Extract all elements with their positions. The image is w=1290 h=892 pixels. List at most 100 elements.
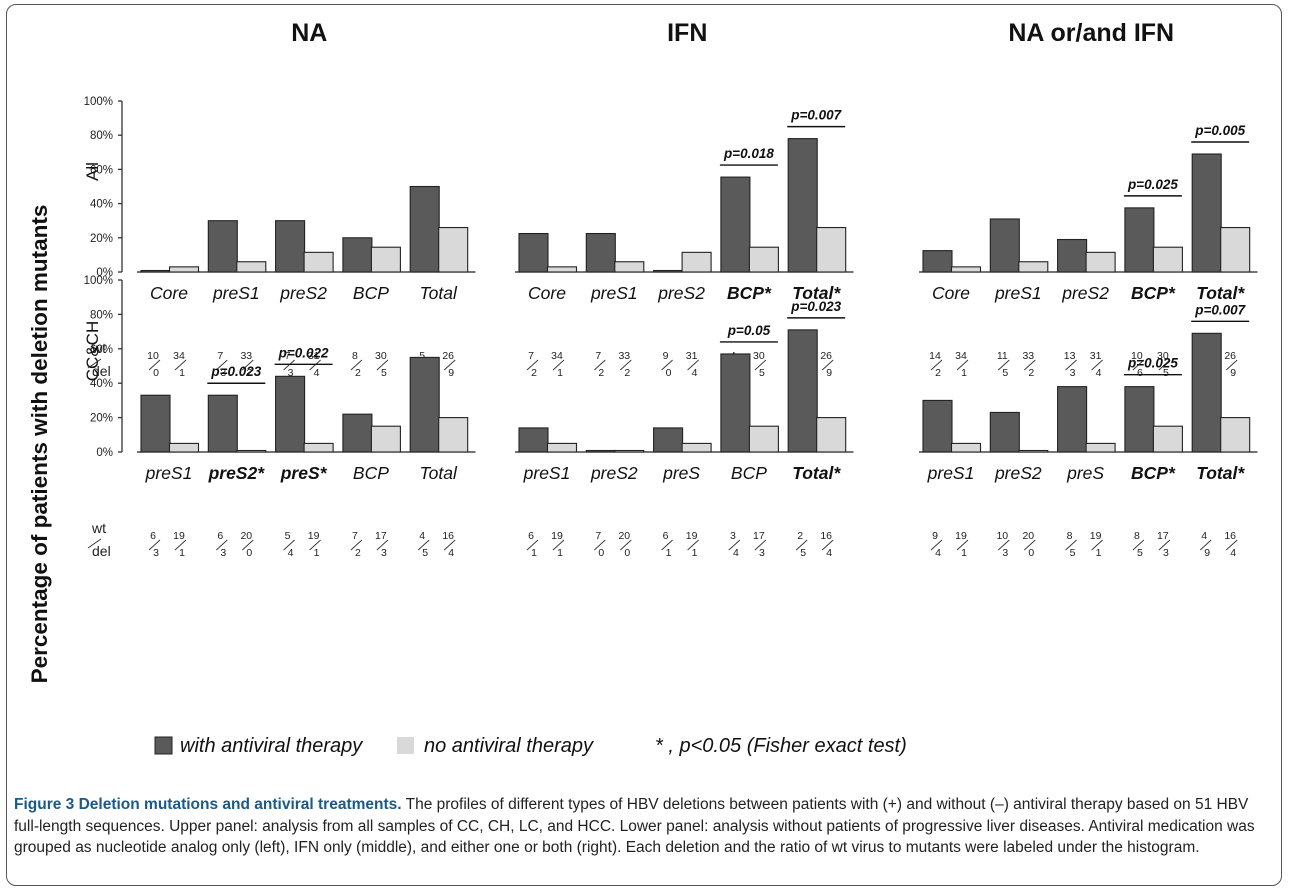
ratio-slash	[376, 539, 389, 551]
y-tick-label: 80%	[90, 130, 113, 142]
p-value-label: p=0.023	[210, 364, 261, 379]
ratio-denominator: 0	[1028, 547, 1034, 559]
category-label: Total	[420, 463, 458, 483]
ratio-denominator: 1	[531, 547, 537, 559]
ratio-denominator: 9	[826, 367, 832, 379]
ratio-numerator: 6	[663, 530, 669, 542]
bar-no-therapy	[1220, 417, 1251, 453]
legend-swatch-with	[154, 736, 173, 755]
ratio-numerator: 7	[352, 530, 358, 542]
ratio-denominator: 4	[288, 547, 294, 559]
ratio-slash	[661, 359, 673, 371]
ratio-numerator: 9	[663, 350, 669, 362]
ratio-numerator: 34	[955, 350, 967, 362]
chart-title-1: IFN	[667, 19, 707, 47]
bar-with-therapy	[342, 413, 373, 453]
ratio-denominator: 5	[1163, 367, 1169, 379]
category-label: BCP	[353, 463, 389, 483]
ratio-denominator: 1	[314, 547, 320, 559]
ratio-slash	[148, 539, 161, 551]
bar-no-therapy	[546, 266, 578, 273]
ratio-slash	[1158, 539, 1171, 551]
ratio-denominator: 3	[1070, 367, 1076, 379]
ratio-numerator: 19	[173, 530, 185, 542]
ratio-denominator: 5	[800, 547, 806, 559]
ratio-slash	[148, 359, 161, 371]
bar-with-therapy	[409, 356, 440, 453]
bar-with-therapy	[787, 138, 818, 273]
bar-with-therapy	[518, 427, 549, 453]
ratio-numerator: 8	[1067, 530, 1073, 542]
ratio-slash	[241, 539, 254, 551]
p-value-label: p=0.005	[1194, 123, 1245, 138]
ratio-denominator: 9	[1230, 367, 1236, 379]
bar-no-therapy	[168, 266, 200, 273]
ratio-slash	[417, 539, 430, 551]
ratio-numerator: 6	[528, 530, 534, 542]
ratio-numerator: 4	[419, 530, 425, 542]
bar-with-therapy	[720, 353, 751, 453]
ratio-denominator: 3	[381, 547, 387, 559]
ratio-slash	[754, 359, 767, 371]
ratio-slash	[309, 539, 321, 551]
bar-no-therapy	[1018, 261, 1049, 273]
category-label: preS1	[145, 463, 193, 483]
ratio-numerator: 17	[375, 530, 387, 542]
bar-with-therapy	[787, 329, 818, 453]
ratio-numerator: 8	[1134, 530, 1140, 542]
ratio-slash	[1199, 539, 1212, 551]
category-label: preS1	[927, 463, 975, 483]
ratio-denominator: 2	[935, 367, 941, 379]
bar-with-therapy	[585, 232, 616, 273]
y-tick-label: 80%	[90, 309, 113, 321]
ratio-slash	[1091, 539, 1103, 551]
legend-label-no: no antiviral therapy	[424, 735, 594, 757]
ratio-denominator: 1	[179, 367, 185, 379]
bar-no-therapy	[816, 417, 847, 453]
category-label: BCP	[731, 463, 767, 483]
bar-with-therapy	[518, 232, 549, 273]
bar-with-therapy	[922, 250, 953, 273]
ratio-slash	[687, 539, 699, 551]
ratio-denominator: 2	[598, 367, 604, 379]
category-label: BCP*	[1131, 283, 1176, 303]
ratio-slash	[821, 539, 834, 551]
ratio-denominator: 0	[624, 547, 630, 559]
ratio-slash	[728, 539, 741, 551]
ratio-slash	[376, 359, 389, 371]
ratio-numerator: 17	[1157, 530, 1169, 542]
panel-label: All	[83, 162, 102, 181]
bar-with-therapy	[275, 375, 306, 453]
ratio-slash	[930, 539, 943, 551]
bar-with-therapy	[342, 237, 373, 273]
ratio-denominator: 1	[666, 547, 672, 559]
ratio-slash	[174, 359, 187, 371]
ratio-denominator: 2	[355, 547, 361, 559]
ratio-denominator: 6	[1137, 367, 1143, 379]
ratio-numerator: 10	[996, 530, 1008, 542]
ratio-denominator: 4	[733, 547, 739, 559]
ratio-denominator: 5	[1002, 367, 1008, 379]
category-label: Core	[932, 283, 970, 303]
bar-with-therapy	[275, 220, 306, 273]
bar-no-therapy	[303, 442, 334, 453]
ratio-numerator: 5	[285, 530, 291, 542]
bar-no-therapy	[950, 266, 982, 273]
bar-with-therapy	[1057, 386, 1088, 453]
ratio-denominator: 1	[961, 367, 967, 379]
ratio-slash	[593, 359, 606, 371]
ratio-slash	[350, 359, 363, 371]
ratio-slash	[1225, 359, 1238, 371]
bar-with-therapy	[207, 220, 238, 273]
category-label: Total*	[1196, 283, 1245, 303]
ratio-denominator: 9	[1204, 547, 1210, 559]
bar-with-therapy	[585, 449, 616, 453]
figure-caption: Figure 3 Deletion mutations and antivira…	[14, 794, 1276, 859]
ratio-numerator: 7	[528, 350, 534, 362]
ratio-numerator: 5	[419, 350, 425, 362]
category-label: preS	[1066, 463, 1104, 483]
category-label: BCP*	[727, 283, 772, 303]
ratio-numerator: 13	[1064, 350, 1076, 362]
ratio-numerator: 20	[240, 530, 252, 542]
bar-no-therapy	[950, 442, 982, 453]
